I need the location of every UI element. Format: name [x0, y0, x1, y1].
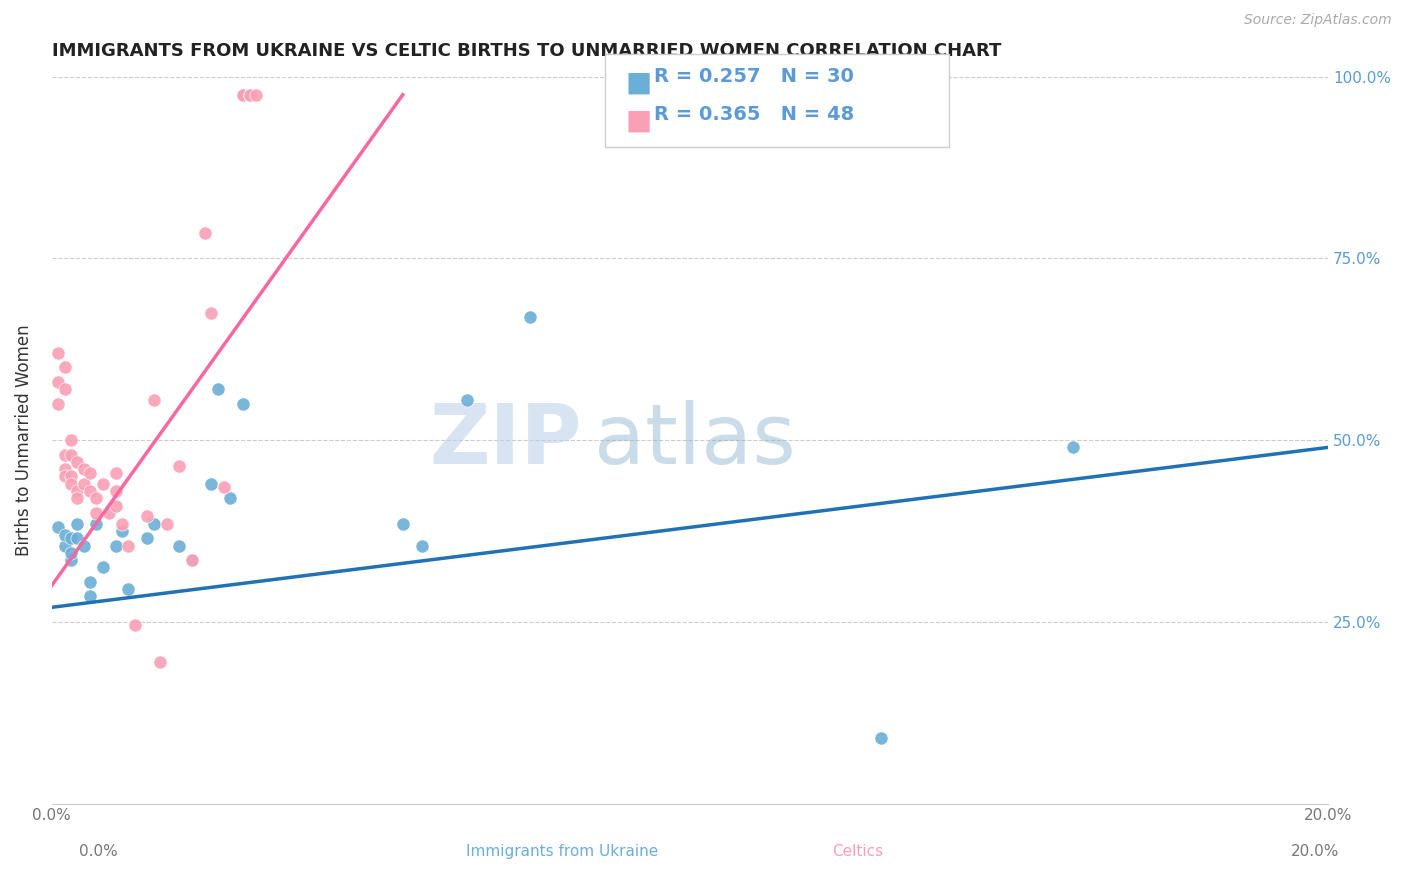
Point — [86, 491, 108, 506]
Point — [86, 506, 108, 520]
Text: R = 0.365   N = 48: R = 0.365 N = 48 — [654, 105, 853, 124]
Point — [104, 483, 127, 498]
Point — [53, 527, 76, 541]
Point — [232, 87, 254, 102]
Point — [91, 560, 114, 574]
Point — [53, 448, 76, 462]
Point — [53, 382, 76, 396]
Point — [59, 469, 82, 483]
Y-axis label: Births to Unmarried Women: Births to Unmarried Women — [15, 325, 32, 556]
Point — [124, 618, 146, 632]
Point — [59, 476, 82, 491]
Text: ZIP: ZIP — [429, 400, 582, 481]
Text: Immigrants from Ukraine: Immigrants from Ukraine — [467, 845, 658, 859]
Point — [59, 531, 82, 545]
Point — [181, 553, 204, 567]
Point — [411, 539, 433, 553]
Point — [46, 397, 69, 411]
Point — [142, 393, 165, 408]
Point — [79, 590, 101, 604]
Point — [73, 476, 96, 491]
Point — [181, 553, 204, 567]
Point — [98, 506, 121, 520]
Point — [59, 553, 82, 567]
Point — [169, 539, 191, 553]
Point — [104, 499, 127, 513]
Point — [519, 310, 541, 324]
Text: IMMIGRANTS FROM UKRAINE VS CELTIC BIRTHS TO UNMARRIED WOMEN CORRELATION CHART: IMMIGRANTS FROM UKRAINE VS CELTIC BIRTHS… — [52, 42, 1001, 60]
Point — [1062, 441, 1084, 455]
Point — [239, 87, 262, 102]
Point — [142, 516, 165, 531]
Point — [59, 448, 82, 462]
Point — [169, 458, 191, 473]
Point — [66, 491, 89, 506]
Point — [870, 731, 893, 746]
Point — [79, 466, 101, 480]
Point — [111, 516, 134, 531]
Text: atlas: atlas — [595, 400, 796, 481]
Point — [66, 455, 89, 469]
Point — [239, 87, 262, 102]
Point — [219, 491, 242, 506]
Point — [73, 462, 96, 476]
Point — [207, 382, 229, 396]
Point — [239, 87, 262, 102]
Point — [232, 87, 254, 102]
Point — [46, 375, 69, 389]
Point — [66, 516, 89, 531]
Point — [91, 476, 114, 491]
Text: 20.0%: 20.0% — [1291, 845, 1339, 859]
Text: ■: ■ — [626, 107, 652, 135]
Point — [66, 531, 89, 545]
Point — [46, 346, 69, 360]
Text: 0.0%: 0.0% — [79, 845, 118, 859]
Point — [53, 462, 76, 476]
Point — [66, 483, 89, 498]
Point — [194, 226, 217, 240]
Text: Celtics: Celtics — [832, 845, 883, 859]
Point — [136, 531, 159, 545]
Point — [79, 483, 101, 498]
Point — [136, 509, 159, 524]
Text: Source: ZipAtlas.com: Source: ZipAtlas.com — [1244, 13, 1392, 28]
Point — [111, 524, 134, 538]
Point — [232, 87, 254, 102]
Point — [73, 539, 96, 553]
Point — [200, 306, 222, 320]
Point — [156, 516, 179, 531]
Point — [79, 574, 101, 589]
Text: ■: ■ — [626, 69, 652, 96]
Point — [245, 87, 267, 102]
Point — [391, 516, 413, 531]
Point — [456, 393, 478, 408]
Point — [53, 469, 76, 483]
Point — [149, 655, 172, 669]
Point — [59, 546, 82, 560]
Point — [239, 87, 262, 102]
Point — [239, 87, 262, 102]
Point — [212, 480, 235, 494]
Point — [239, 87, 262, 102]
Text: R = 0.257   N = 30: R = 0.257 N = 30 — [654, 67, 853, 86]
Point — [117, 539, 139, 553]
Point — [232, 397, 254, 411]
Point — [46, 520, 69, 534]
Point — [53, 539, 76, 553]
Point — [53, 360, 76, 375]
Point — [200, 476, 222, 491]
Point — [104, 466, 127, 480]
Point — [104, 539, 127, 553]
Point — [86, 516, 108, 531]
Point — [117, 582, 139, 596]
Point — [59, 433, 82, 447]
